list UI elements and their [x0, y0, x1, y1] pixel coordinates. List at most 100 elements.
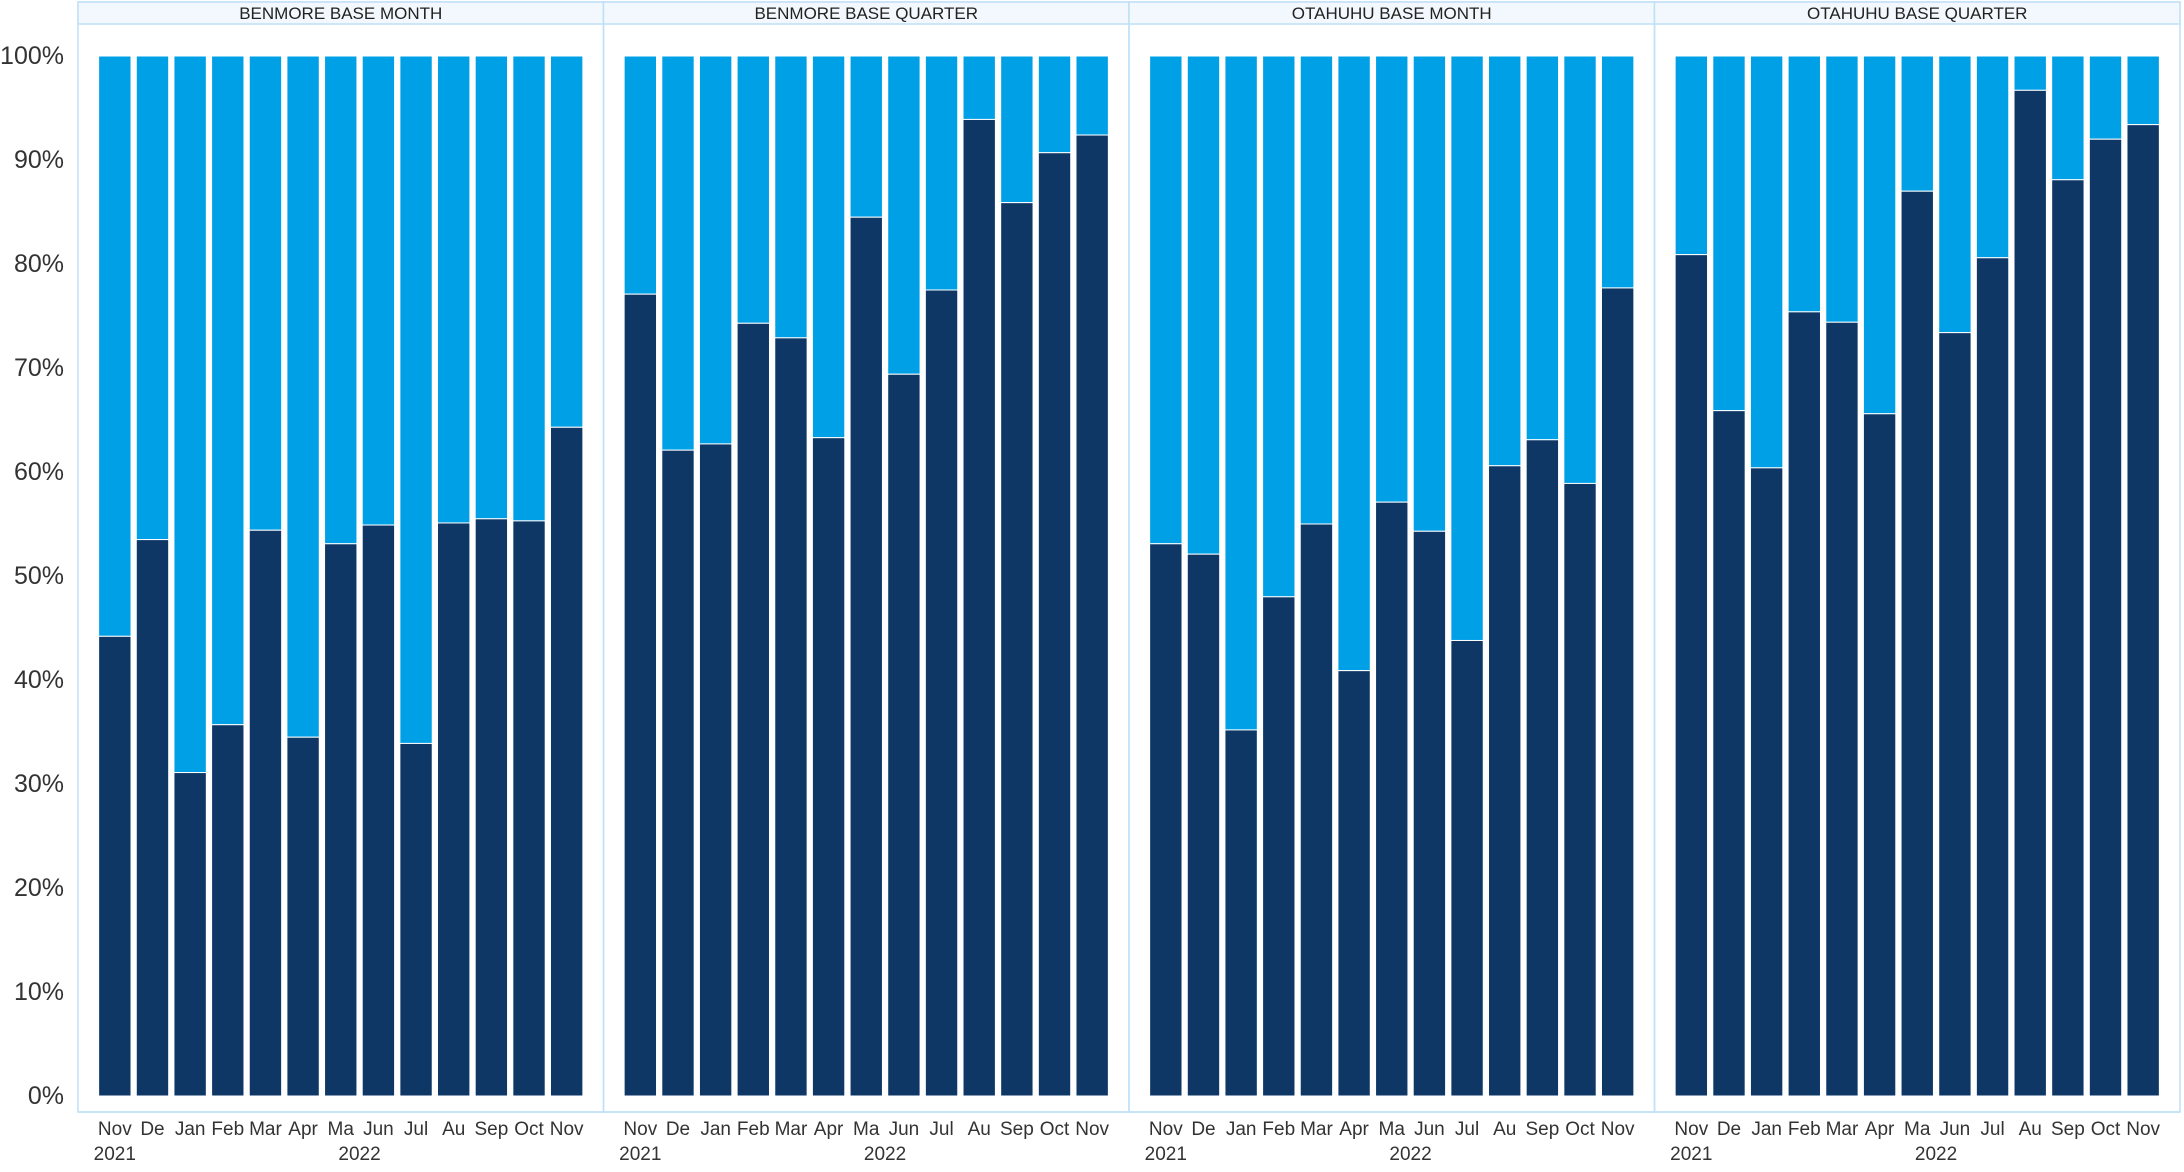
y-tick-label: 80%	[14, 250, 64, 278]
bar-lower-segment	[1375, 501, 1409, 1097]
bar-upper-segment	[661, 55, 695, 451]
bar-lower-segment	[1000, 202, 1034, 1097]
y-tick-label: 70%	[14, 354, 64, 382]
bar-lower-segment	[774, 337, 808, 1097]
x-tick-label: Ma	[328, 1119, 355, 1140]
bar-lower-segment	[1262, 596, 1296, 1097]
bar-lower-segment	[698, 443, 733, 1097]
bar-lower-segment	[1224, 729, 1258, 1097]
bar-lower-segment	[1825, 321, 1859, 1097]
y-tick-label: 30%	[14, 770, 64, 798]
bar-lower-segment	[399, 742, 433, 1097]
x-tick-label: Nov	[98, 1119, 132, 1140]
bar-lower-segment	[623, 293, 658, 1097]
bar-upper-segment	[1900, 55, 1934, 192]
bar-upper-segment	[1037, 55, 1072, 154]
bar-lower-segment	[1037, 152, 1072, 1097]
x-tick-label: De	[1191, 1119, 1215, 1140]
bar-lower-segment	[361, 524, 396, 1097]
bar-upper-segment	[2088, 55, 2123, 140]
bar-lower-segment	[549, 426, 584, 1097]
year-label: 2022	[338, 1144, 380, 1165]
x-tick-label: De	[140, 1119, 164, 1140]
bar-lower-segment	[849, 216, 883, 1097]
x-tick-label: Nov	[1075, 1119, 1109, 1140]
bar-lower-segment	[2088, 138, 2123, 1097]
y-tick-label: 50%	[14, 562, 64, 590]
bar-upper-segment	[849, 55, 883, 218]
year-label: 2021	[619, 1144, 661, 1165]
y-tick-label: 0%	[28, 1082, 64, 1110]
bar-lower-segment	[248, 529, 283, 1097]
year-label: 2021	[1145, 1144, 1187, 1165]
bar-upper-segment	[1975, 55, 2010, 259]
bar-lower-segment	[1337, 670, 1371, 1097]
panel-4: OTAHUHU BASE QUARTER Nov De Jan Feb Mar Apr Ma J…	[1653, 1, 2181, 1165]
bar-upper-segment	[1412, 55, 1447, 532]
panel-title: BENMORE BASE QUARTER	[754, 4, 978, 23]
bar-upper-segment	[173, 55, 207, 774]
bar-upper-segment	[1712, 55, 1746, 412]
bar-lower-segment	[661, 449, 695, 1097]
x-tick-label: Feb	[211, 1119, 244, 1140]
x-tick-label: Jun	[1414, 1119, 1445, 1140]
x-tick-label: Apr	[288, 1119, 318, 1140]
bar-upper-segment	[286, 55, 320, 738]
y-tick-label: 90%	[14, 146, 64, 174]
bar-upper-segment	[1450, 55, 1484, 641]
bar-upper-segment	[1488, 55, 1522, 467]
bar-lower-segment	[1787, 311, 1821, 1097]
year-label: 2022	[1915, 1144, 1957, 1165]
x-tick-label: Oct	[1565, 1119, 1595, 1140]
bar-upper-segment	[962, 55, 996, 120]
bar-upper-segment	[549, 55, 584, 428]
x-tick-label: Mar	[775, 1119, 808, 1140]
x-tick-label: Au	[2019, 1119, 2042, 1140]
x-tick-label: Mar	[249, 1119, 282, 1140]
x-tick-label: Jan	[1751, 1119, 1782, 1140]
bar-upper-segment	[774, 55, 808, 339]
x-tick-label: Nov	[2126, 1119, 2160, 1140]
x-tick-label: Oct	[1040, 1119, 1070, 1140]
x-tick-label: Au	[1493, 1119, 1516, 1140]
y-tick-label: 20%	[14, 874, 64, 902]
bar-lower-segment	[1975, 257, 2010, 1097]
bar-upper-segment	[1825, 55, 1859, 323]
bar-lower-segment	[324, 543, 358, 1097]
x-tick-label: Ma	[1379, 1119, 1406, 1140]
bar-lower-segment	[173, 772, 207, 1097]
bar-upper-segment	[399, 55, 433, 744]
x-tick-label: Oct	[2091, 1119, 2121, 1140]
x-tick-label: Nov	[1601, 1119, 1635, 1140]
bar-lower-segment	[1149, 543, 1183, 1097]
bar-lower-segment	[1600, 287, 1635, 1097]
bar-upper-segment	[512, 55, 546, 522]
bar-upper-segment	[1674, 55, 1709, 256]
bar-lower-segment	[2013, 89, 2047, 1097]
bar-upper-segment	[1375, 55, 1409, 503]
panel-header	[1653, 1, 2181, 25]
bar-upper-segment	[1262, 55, 1296, 598]
x-tick-label: Mar	[1826, 1119, 1859, 1140]
bar-upper-segment	[248, 55, 283, 531]
bar-lower-segment	[98, 635, 132, 1097]
bar-upper-segment	[437, 55, 471, 524]
x-tick-label: Jul	[1455, 1119, 1479, 1140]
x-tick-label: Apr	[1339, 1119, 1369, 1140]
bar-lower-segment	[736, 322, 770, 1097]
bar-lower-segment	[2051, 179, 2085, 1097]
x-tick-label: Jul	[929, 1119, 953, 1140]
panel-2: BENMORE BASE QUARTER Nov De Jan Feb Mar Apr Ma J…	[602, 1, 1130, 1165]
bar-lower-segment	[2126, 124, 2160, 1097]
y-axis: 0% 10% 20% 30% 40% 50% 60% 70% 80% 90% 100%	[0, 42, 64, 1110]
bar-lower-segment	[512, 520, 546, 1097]
panel-title: OTAHUHU BASE MONTH	[1292, 4, 1492, 23]
bar-lower-segment	[924, 289, 959, 1097]
bar-lower-segment	[1563, 482, 1597, 1097]
bar-upper-segment	[1600, 55, 1635, 289]
bar-upper-segment	[1563, 55, 1597, 484]
x-tick-label: Jun	[889, 1119, 920, 1140]
year-label: 2022	[864, 1144, 906, 1165]
bar-lower-segment	[1938, 332, 1972, 1097]
